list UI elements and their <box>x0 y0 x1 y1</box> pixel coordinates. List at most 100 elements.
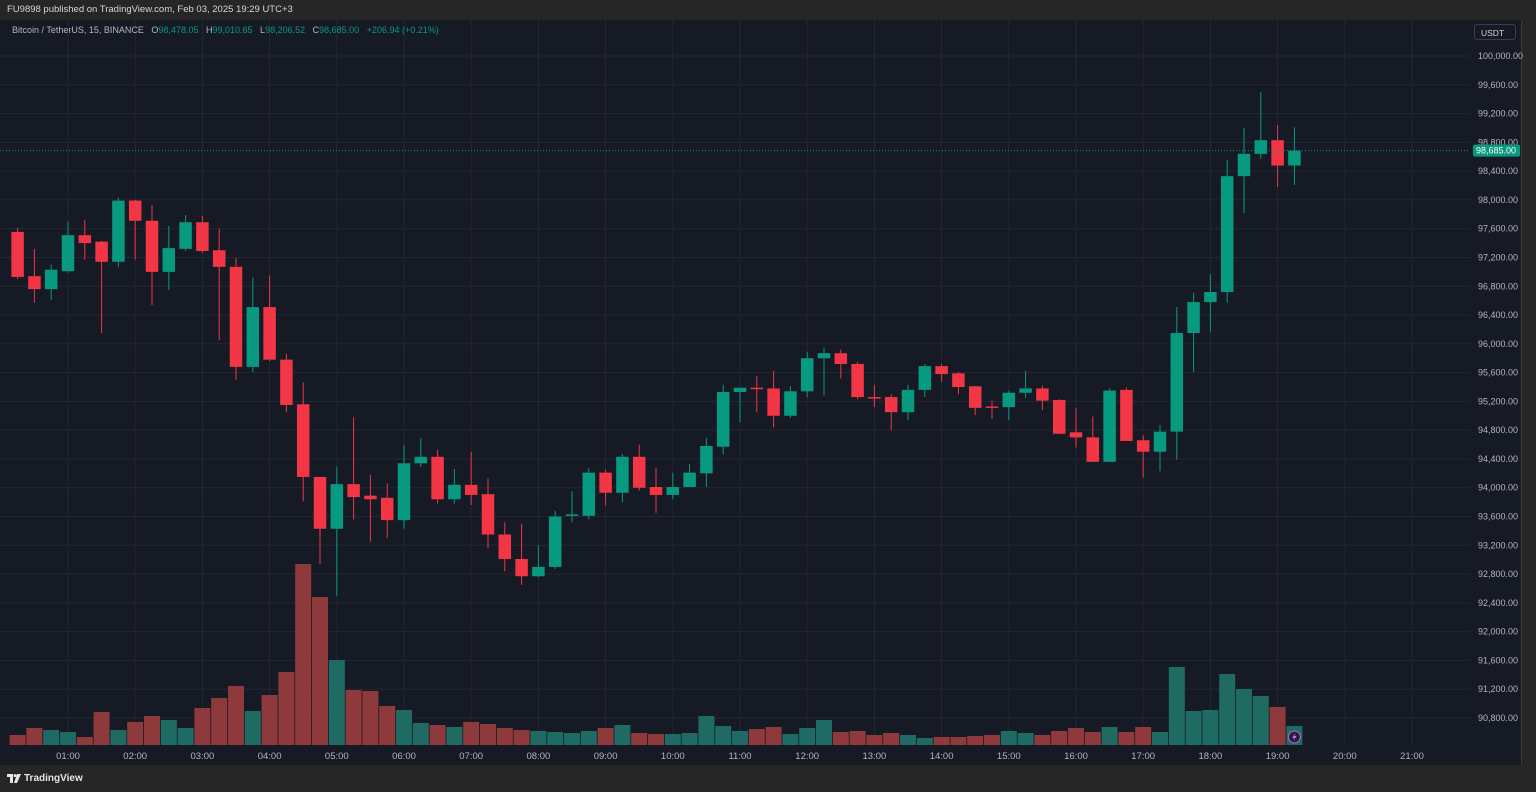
candle[interactable] <box>11 227 24 280</box>
price-tick-label: 92,400.00 <box>1478 598 1518 608</box>
candle[interactable] <box>599 469 612 506</box>
candle[interactable] <box>78 220 92 260</box>
candle[interactable] <box>901 384 915 421</box>
volume-bar <box>900 735 916 745</box>
candle[interactable] <box>464 451 478 506</box>
candle[interactable] <box>716 384 730 455</box>
candle[interactable] <box>649 468 663 513</box>
time-tick-label: 08:00 <box>527 751 551 762</box>
candle[interactable] <box>380 483 394 539</box>
candle[interactable] <box>515 523 528 585</box>
candle[interactable] <box>1187 292 1200 372</box>
candle[interactable] <box>851 361 864 400</box>
candle[interactable] <box>1220 159 1234 303</box>
tradingview-logo[interactable]: TradingView <box>7 773 83 784</box>
candle[interactable] <box>1036 385 1049 411</box>
candle[interactable] <box>431 449 444 504</box>
candle[interactable] <box>1288 127 1301 186</box>
candle[interactable] <box>767 371 780 428</box>
candle[interactable] <box>448 469 461 504</box>
candle[interactable] <box>280 353 293 413</box>
volume-bar <box>1202 710 1219 745</box>
candle[interactable] <box>1069 407 1083 448</box>
candle[interactable] <box>1120 387 1133 441</box>
candle[interactable] <box>968 386 982 416</box>
candle[interactable] <box>1052 399 1066 434</box>
volume-bar <box>648 734 664 745</box>
candle-body <box>851 363 864 398</box>
candle[interactable] <box>61 221 75 273</box>
candle[interactable] <box>1002 390 1016 421</box>
close-value: 98,685.00 <box>319 25 360 35</box>
candle[interactable] <box>128 199 142 260</box>
candle[interactable] <box>414 438 428 467</box>
candle[interactable] <box>868 384 881 408</box>
candle[interactable] <box>112 197 125 267</box>
candle[interactable] <box>918 363 932 398</box>
candle[interactable] <box>364 474 377 542</box>
candle[interactable] <box>683 463 696 488</box>
candle[interactable] <box>985 400 999 419</box>
candle[interactable] <box>632 444 646 491</box>
candle[interactable] <box>347 417 360 520</box>
candle[interactable] <box>1019 371 1032 398</box>
volume-bar <box>765 727 782 745</box>
candle[interactable] <box>313 476 327 565</box>
candle[interactable] <box>935 363 948 382</box>
candle[interactable] <box>800 351 814 398</box>
candle[interactable] <box>1204 274 1217 332</box>
volume-bar <box>228 686 244 745</box>
candle[interactable] <box>1086 416 1100 462</box>
candle[interactable] <box>1170 307 1184 460</box>
candle-body <box>1170 333 1184 432</box>
volume-bar <box>328 660 345 745</box>
candle-body <box>884 397 898 413</box>
candle[interactable] <box>498 522 512 572</box>
candle[interactable] <box>1237 127 1251 213</box>
candle[interactable] <box>750 376 764 413</box>
candle-body <box>1136 440 1150 452</box>
volume-bar <box>295 564 312 745</box>
candle[interactable] <box>229 258 243 380</box>
candle[interactable] <box>330 466 344 596</box>
candle[interactable] <box>616 453 629 503</box>
candle[interactable] <box>548 510 562 570</box>
candle[interactable] <box>44 264 58 300</box>
volume-bar <box>849 731 866 745</box>
candle[interactable] <box>565 491 579 523</box>
candle[interactable] <box>179 215 192 252</box>
volume-bar <box>345 690 362 745</box>
candle-body <box>78 235 92 244</box>
candle[interactable] <box>532 545 545 577</box>
candle[interactable] <box>952 371 965 395</box>
candle[interactable] <box>884 394 898 431</box>
candle[interactable] <box>1136 435 1150 478</box>
chart-panel[interactable] <box>0 20 1522 765</box>
candle[interactable] <box>733 387 747 423</box>
candle[interactable] <box>1254 91 1268 159</box>
candle[interactable] <box>582 468 596 520</box>
candle[interactable] <box>817 347 831 396</box>
candle[interactable] <box>666 472 680 500</box>
candle[interactable] <box>162 225 176 290</box>
candle[interactable] <box>296 382 310 502</box>
price-tick-label: 93,600.00 <box>1478 512 1518 522</box>
candle[interactable] <box>1153 425 1167 472</box>
lightning-icon[interactable] <box>1287 730 1301 744</box>
candle[interactable] <box>212 228 226 341</box>
candle[interactable] <box>1103 388 1116 462</box>
candle[interactable] <box>28 248 41 303</box>
candle[interactable] <box>145 205 159 305</box>
candle[interactable] <box>1271 125 1284 187</box>
candle[interactable] <box>246 277 260 372</box>
candle[interactable] <box>196 215 209 254</box>
candle[interactable] <box>263 275 276 362</box>
candle[interactable] <box>784 386 797 418</box>
candle[interactable] <box>700 438 713 488</box>
candle[interactable] <box>397 445 411 529</box>
currency-unit-button[interactable]: USDT <box>1474 24 1516 40</box>
candle[interactable] <box>834 349 848 379</box>
candle[interactable] <box>95 240 108 334</box>
candle[interactable] <box>481 478 495 549</box>
